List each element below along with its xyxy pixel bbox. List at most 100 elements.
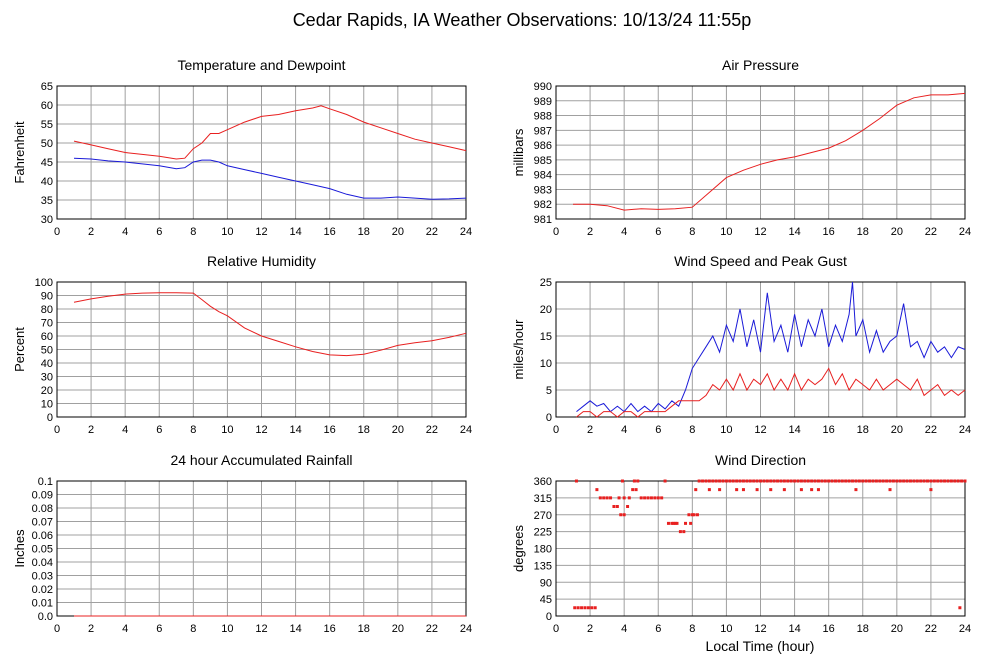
dir-point: [816, 479, 820, 483]
dir-point: [707, 479, 711, 483]
dir-point: [854, 488, 858, 492]
pres-x-tick-label: 22: [925, 226, 937, 238]
dir-point: [612, 505, 616, 508]
panel-rh: Relative HumidityPercent0102030405060708…: [12, 253, 472, 436]
dir-point: [646, 496, 650, 500]
temp-x-tick-label: 14: [289, 226, 301, 238]
temp-y-tick-label: 60: [41, 100, 53, 112]
dir-x-tick-label: 10: [720, 623, 732, 635]
dir-point: [615, 505, 619, 508]
dir-point: [660, 496, 664, 500]
dir-point: [851, 479, 855, 483]
dir-y-tick-label: 225: [534, 527, 552, 539]
temp-series-line-1: [73, 157, 467, 200]
dir-point: [813, 479, 817, 483]
pres-y-tick-label: 981: [534, 214, 552, 226]
dir-point: [617, 496, 621, 500]
dir-point: [653, 496, 657, 500]
dir-x-tick-label: 0: [553, 623, 559, 635]
dir-point: [854, 479, 858, 483]
dir-point: [728, 479, 732, 483]
rain-x-tick-label: 20: [392, 623, 404, 635]
rh-x-tick-label: 20: [392, 424, 404, 436]
dir-x-tick-label: 8: [689, 623, 695, 635]
dir-point: [885, 479, 889, 483]
dir-point: [864, 479, 868, 483]
dir-point: [622, 496, 626, 500]
pres-y-tick-label: 982: [534, 199, 552, 211]
dir-point: [666, 521, 670, 525]
rh-y-tick-label: 20: [41, 385, 53, 397]
dir-y-axis-label: degrees: [511, 525, 526, 572]
dir-point: [755, 479, 759, 483]
dir-point: [946, 479, 950, 483]
dir-point: [695, 513, 699, 517]
dir-point: [803, 479, 807, 483]
temp-y-tick-label: 35: [41, 195, 53, 207]
wind-x-tick-label: 18: [857, 424, 869, 436]
temp-frame: [56, 85, 467, 220]
dir-point: [765, 479, 769, 483]
dir-point: [738, 479, 742, 483]
rain-y-tick-label: 0.09: [32, 490, 53, 502]
rh-x-tick-label: 6: [156, 424, 162, 436]
rh-frame: [56, 281, 467, 418]
wind-x-tick-label: 22: [925, 424, 937, 436]
pres-x-tick-label: 14: [788, 226, 800, 238]
wind-x-tick-label: 24: [959, 424, 971, 436]
rh-title: Relative Humidity: [207, 253, 316, 269]
wind-title: Wind Speed and Peak Gust: [674, 253, 847, 269]
dir-point: [776, 479, 780, 483]
dir-point: [816, 488, 820, 492]
temp-x-tick-label: 10: [221, 226, 233, 238]
wind-series-line-0: [576, 281, 966, 413]
dir-point: [960, 479, 964, 483]
rain-x-tick-label: 6: [156, 623, 162, 635]
dir-point: [745, 479, 749, 483]
dir-point: [576, 606, 580, 610]
rain-y-axis-label: Inches: [12, 529, 27, 568]
dir-point: [810, 488, 814, 492]
dir-point: [898, 479, 902, 483]
dir-point: [741, 488, 745, 492]
dir-point: [844, 479, 848, 483]
wind-x-tick-label: 6: [655, 424, 661, 436]
pres-y-tick-label: 985: [534, 155, 552, 167]
dir-point: [939, 479, 943, 483]
dir-point: [902, 479, 906, 483]
dir-point: [782, 479, 786, 483]
wind-x-tick-label: 12: [754, 424, 766, 436]
dir-point: [598, 496, 602, 500]
rain-x-tick-label: 8: [190, 623, 196, 635]
dir-point: [609, 496, 613, 500]
pres-y-tick-label: 989: [534, 96, 552, 108]
pres-series-line-0: [573, 92, 966, 211]
dir-point: [602, 496, 606, 500]
rh-x-tick-label: 8: [190, 424, 196, 436]
dir-point: [820, 479, 824, 483]
dir-point: [878, 479, 882, 483]
dir-y-tick-label: 270: [534, 510, 552, 522]
pres-y-tick-label: 990: [534, 81, 552, 93]
dir-point: [874, 479, 878, 483]
dir-point: [735, 488, 739, 492]
temp-x-tick-label: 8: [190, 226, 196, 238]
temp-y-tick-label: 50: [41, 138, 53, 150]
dir-point: [675, 521, 679, 525]
dir-point: [735, 479, 739, 483]
pres-y-tick-label: 986: [534, 140, 552, 152]
dir-point: [755, 488, 759, 492]
dir-x-tick-label: 20: [891, 623, 903, 635]
rh-x-tick-label: 24: [460, 424, 472, 436]
dir-point: [593, 606, 597, 610]
rain-y-tick-label: 0.05: [32, 544, 53, 556]
wind-x-tick-label: 14: [788, 424, 800, 436]
dir-point: [919, 479, 923, 483]
dir-point: [672, 521, 676, 525]
pres-title: Air Pressure: [722, 57, 799, 73]
wind-x-tick-label: 20: [891, 424, 903, 436]
dir-point: [922, 479, 926, 483]
dir-point: [837, 479, 841, 483]
temp-y-tick-label: 65: [41, 81, 53, 93]
temp-x-tick-label: 12: [255, 226, 267, 238]
